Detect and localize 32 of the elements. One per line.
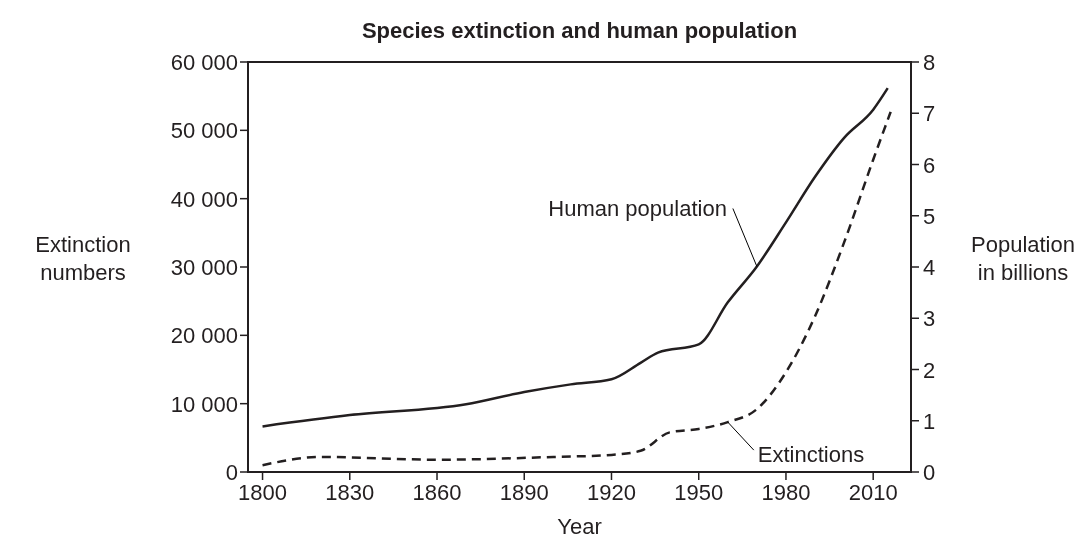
y2-tick-label: 2 [923, 357, 936, 383]
line-series [261, 110, 892, 467]
y-axis-title: Extinction numbers [34, 231, 132, 287]
series-label: Extinctions [757, 442, 865, 468]
y-tick-label: 40 000 [170, 186, 238, 212]
y2-tick-label: 7 [923, 101, 936, 127]
y-tick-label: 20 000 [170, 323, 238, 349]
x-tick-label: 1890 [499, 480, 549, 505]
y-tick-label: 10 000 [170, 391, 238, 417]
chart-title: Species extinction and human population [361, 18, 798, 43]
y-tick-label: 0 [225, 460, 238, 485]
y2-tick-label: 0 [923, 460, 936, 485]
x-axis-title: Year [557, 514, 602, 539]
x-tick-label: 1950 [674, 480, 724, 505]
text: Human population [548, 196, 727, 222]
x-tick-label: 1860 [412, 480, 462, 505]
y2-tick-label: 3 [923, 306, 936, 332]
y-tick-label: 60 000 [170, 50, 238, 75]
x-tick-label: 1920 [587, 480, 636, 505]
x-tick-label: 1980 [761, 480, 811, 505]
line-series [261, 86, 889, 428]
x-tick-label: 2010 [848, 480, 898, 505]
x-tick-label: 1830 [325, 480, 375, 505]
y2-axis-title: Population in billions [970, 231, 1076, 287]
y2-tick-label: 6 [923, 152, 936, 178]
y2-tick-label: 4 [923, 255, 936, 280]
y2-tick-label: 8 [923, 50, 936, 75]
x-tick-label: 1800 [238, 480, 288, 505]
y-tick-label: 50 000 [170, 118, 238, 144]
y2-tick-label: 1 [923, 408, 936, 434]
y2-tick-label: 5 [923, 203, 936, 229]
y-tick-label: 30 000 [170, 255, 238, 280]
